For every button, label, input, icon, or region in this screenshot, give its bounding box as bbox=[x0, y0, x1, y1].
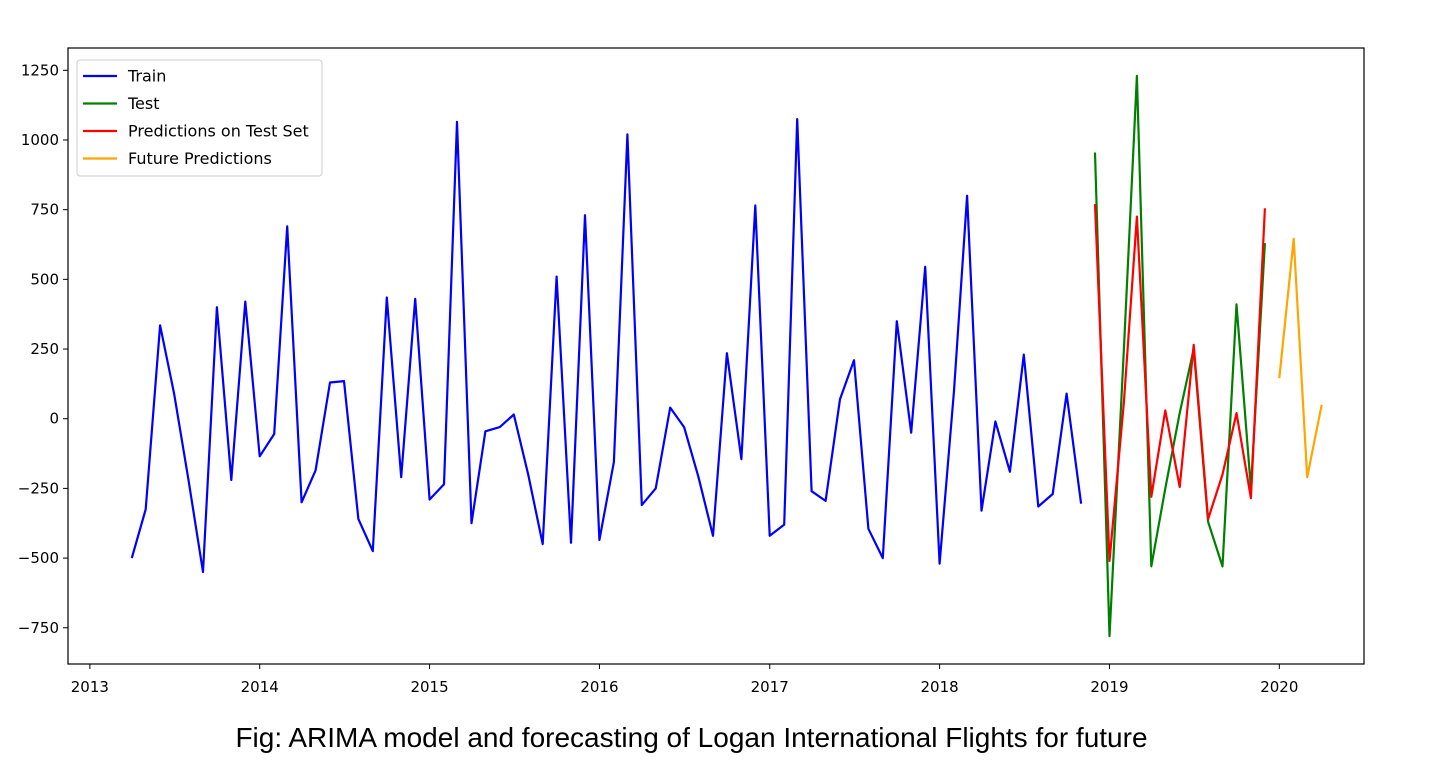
x-tick-label: 2019 bbox=[1090, 678, 1128, 696]
legend-box bbox=[76, 59, 323, 177]
legend-label: Train bbox=[127, 67, 166, 86]
y-tick-label: 0 bbox=[49, 410, 59, 428]
plot-frame bbox=[67, 47, 1365, 665]
series-line-predictions-on-test-set bbox=[1093, 204, 1266, 563]
y-tick-label: −750 bbox=[18, 619, 59, 637]
legend-label: Test bbox=[127, 94, 160, 113]
y-tick-label: 500 bbox=[30, 270, 59, 288]
chart: −750 −500 −250 0 250 500 750 1000 1250 2013 2014 20… bbox=[18, 47, 1365, 696]
figure-caption: Fig: ARIMA model and forecasting of Loga… bbox=[235, 722, 1148, 753]
x-tick-label: 2016 bbox=[580, 678, 618, 696]
y-tick-label: 250 bbox=[30, 340, 59, 358]
series-line-future-predictions bbox=[1278, 237, 1323, 479]
x-tick-label: 2020 bbox=[1260, 678, 1298, 696]
y-tick-label: −500 bbox=[18, 549, 59, 567]
x-tick-label: 2015 bbox=[410, 678, 448, 696]
y-tick-label: −250 bbox=[18, 479, 59, 497]
y-tick-label: 1000 bbox=[21, 131, 59, 149]
x-tick-label: 2017 bbox=[751, 678, 789, 696]
legend-label: Predictions on Test Set bbox=[128, 122, 309, 141]
axis-ticks: −750 −500 −250 0 250 500 750 1000 1250 2013 2014 20… bbox=[18, 61, 1299, 696]
plot-lines bbox=[130, 74, 1323, 638]
legend-label: Future Predictions bbox=[128, 149, 272, 168]
legend: Train Test Predictions on Test Set Future P… bbox=[76, 59, 323, 177]
x-tick-label: 2013 bbox=[71, 678, 109, 696]
x-tick-label: 2014 bbox=[241, 678, 279, 696]
x-tick-label: 2018 bbox=[921, 678, 959, 696]
series-line-test bbox=[1093, 74, 1266, 638]
y-tick-label: 750 bbox=[30, 201, 59, 219]
series-line-train bbox=[130, 117, 1083, 574]
y-tick-label: 1250 bbox=[21, 61, 59, 79]
